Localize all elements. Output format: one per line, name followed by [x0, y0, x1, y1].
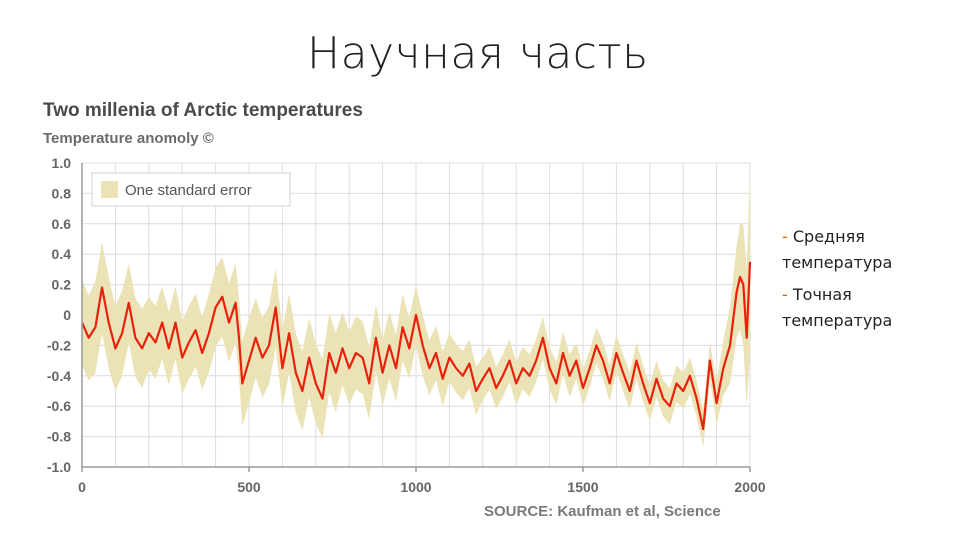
note-text: Средняя температура [782, 227, 893, 272]
y-tick-label: 0.4 [52, 246, 72, 262]
note-text: Точная температура [782, 285, 893, 330]
legend-entry: One standard error [125, 182, 252, 199]
legend: One standard error [91, 172, 291, 207]
axes: 1.0 0.8 0.6 0.4 0.2 0 -0.2 -0.4 -0.6 -0.8 -1.0 0 500… [47, 155, 766, 495]
y-axis-label: Temperature anomoly © [43, 130, 214, 147]
note-dash: - [782, 227, 788, 246]
x-tick-label: 0 [78, 479, 86, 495]
slide-title: Научная часть [307, 28, 649, 79]
note-mean-temperature: - Средняя температура [782, 224, 952, 276]
y-tick-label: -0.8 [47, 429, 71, 445]
y-tick-label: 0 [63, 307, 71, 323]
x-tick-label: 2000 [734, 479, 765, 495]
y-tick-label: -0.4 [47, 368, 71, 384]
legend-box [91, 172, 291, 207]
x-tick-label: 500 [237, 479, 261, 495]
legend-swatch [101, 181, 118, 198]
note-dash: - [782, 285, 788, 304]
y-tick-label: 0.8 [52, 185, 72, 201]
chart-title: Two millenia of Arctic temperatures [43, 100, 363, 121]
y-tick-label: -0.6 [47, 398, 71, 414]
x-tick-label: 1000 [400, 479, 431, 495]
temperature-series-line [80, 261, 752, 431]
x-tick-label: 1500 [567, 479, 598, 495]
y-tick-label: 1.0 [52, 155, 72, 171]
y-tick-label: 0.2 [52, 277, 72, 293]
slide-notes: - Средняя температура - Точная температу… [782, 224, 952, 340]
note-exact-temperature: - Точная температура [782, 282, 952, 334]
chart-source: SOURCE: Kaufman et al, Science [484, 503, 721, 520]
y-tick-label: -0.2 [47, 337, 71, 353]
standard-error-band [82, 170, 750, 448]
y-tick-label: 0.6 [52, 216, 72, 232]
y-tick-label: -1.0 [47, 459, 71, 475]
